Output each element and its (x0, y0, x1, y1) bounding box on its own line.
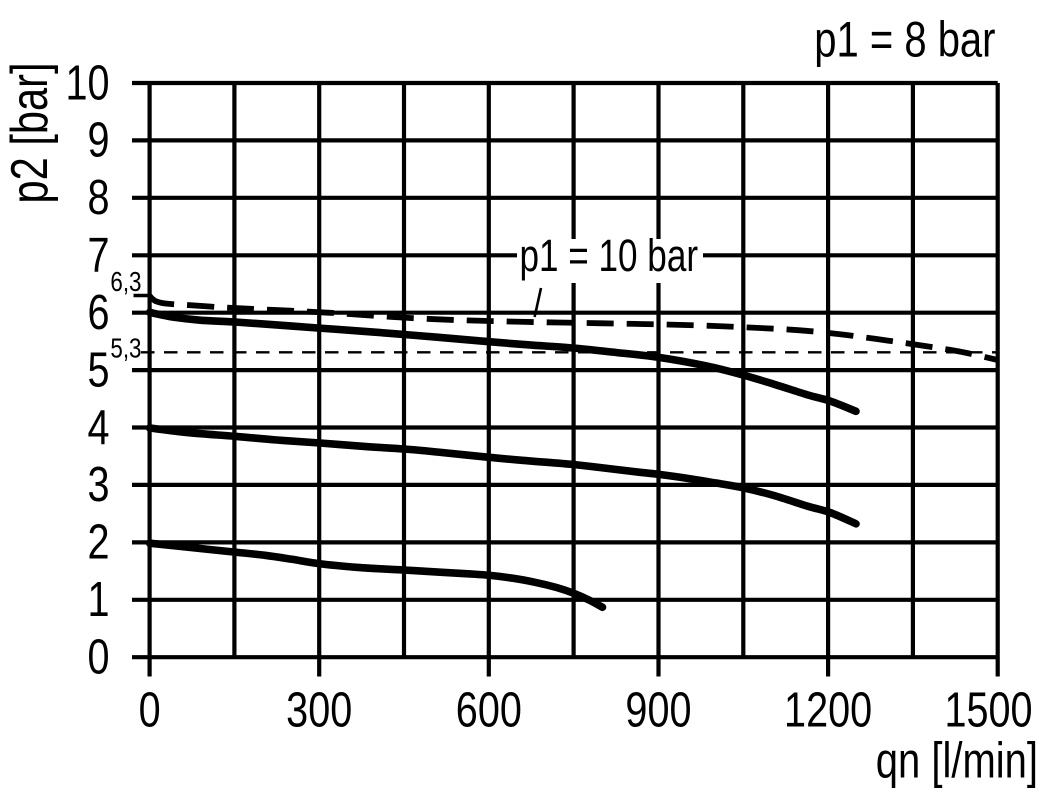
svg-text:6: 6 (87, 285, 109, 340)
svg-text:600: 600 (456, 682, 522, 737)
svg-text:p2 [bar]: p2 [bar] (0, 62, 58, 203)
svg-text:5: 5 (87, 342, 109, 397)
svg-text:1: 1 (87, 572, 109, 627)
svg-text:900: 900 (625, 682, 691, 737)
svg-text:p1 = 8 bar: p1 = 8 bar (814, 11, 995, 67)
svg-text:3: 3 (87, 457, 109, 512)
svg-text:9: 9 (87, 113, 109, 168)
svg-text:4: 4 (87, 400, 109, 455)
svg-text:1200: 1200 (784, 682, 872, 737)
svg-text:7: 7 (87, 227, 109, 282)
svg-text:300: 300 (286, 682, 352, 737)
svg-text:5,3: 5,3 (110, 333, 141, 364)
svg-text:10: 10 (65, 55, 109, 110)
svg-text:2: 2 (87, 514, 109, 569)
svg-text:6,3: 6,3 (110, 267, 141, 298)
svg-text:0: 0 (87, 629, 109, 684)
svg-text:1500: 1500 (944, 682, 1032, 737)
svg-text:0: 0 (139, 682, 161, 737)
svg-text:p1 = 10 bar: p1 = 10 bar (520, 230, 699, 281)
svg-text:8: 8 (87, 170, 109, 225)
svg-text:qn [l/min]: qn [l/min] (876, 732, 1038, 788)
